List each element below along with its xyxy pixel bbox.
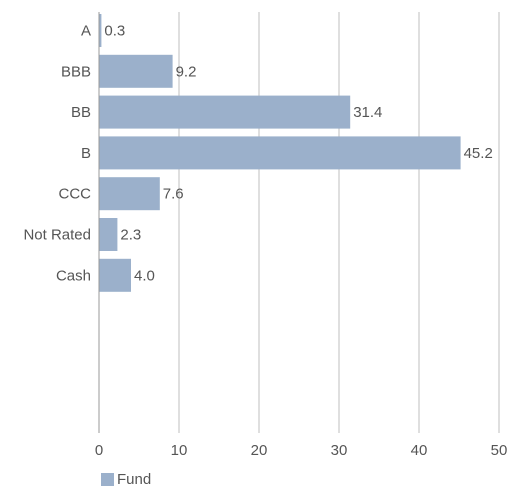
legend-label: Fund xyxy=(117,471,152,488)
data-label: 9.2 xyxy=(176,63,197,80)
bar xyxy=(99,258,131,292)
data-label: 2.3 xyxy=(120,227,141,244)
x-tick-label: 10 xyxy=(171,442,188,459)
category-label: CCC xyxy=(59,186,92,203)
x-tick-label: 50 xyxy=(491,442,508,459)
category-label: Cash xyxy=(56,267,91,284)
bar xyxy=(99,14,102,47)
data-label: 7.6 xyxy=(163,186,184,203)
legend: Fund xyxy=(101,471,151,488)
data-label: 0.3 xyxy=(104,23,125,40)
x-tick-label: 40 xyxy=(411,442,428,459)
bar xyxy=(99,136,461,170)
category-label: B xyxy=(81,145,91,162)
bar xyxy=(99,54,173,88)
legend-swatch xyxy=(101,473,114,486)
x-tick-label: 0 xyxy=(95,442,103,459)
bar xyxy=(99,218,118,251)
data-label: 45.2 xyxy=(464,145,493,162)
data-label: 4.0 xyxy=(134,267,155,284)
x-tick-label: 20 xyxy=(251,442,268,459)
category-label: BBB xyxy=(61,63,91,80)
bar xyxy=(99,95,351,129)
category-label: Not Rated xyxy=(23,227,91,244)
bar xyxy=(99,177,160,211)
category-label: A xyxy=(81,23,91,40)
category-label: BB xyxy=(71,104,91,121)
x-tick-label: 30 xyxy=(331,442,348,459)
data-label: 31.4 xyxy=(353,104,382,121)
bars: 0.3 9.2 31.4 45.2 7.6 2.3 4.0 xyxy=(99,14,493,292)
